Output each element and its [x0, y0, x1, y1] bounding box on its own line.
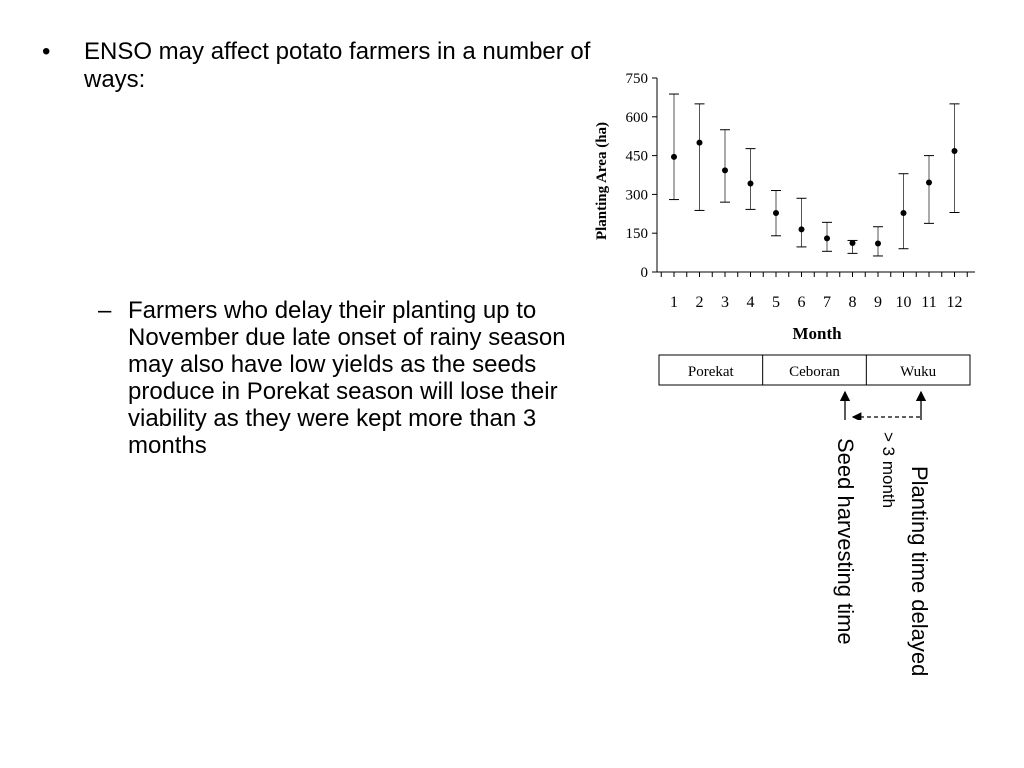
data-point	[824, 235, 830, 242]
x-tick-label: 10	[896, 294, 912, 311]
bullet-marker: •	[42, 38, 51, 65]
data-point	[900, 210, 907, 217]
x-tick-label: 9	[874, 294, 882, 311]
season-bar	[658, 354, 971, 386]
season-label: Porekat	[688, 364, 735, 380]
bullet-main-text: ENSO may affect potato farmers in a numb…	[84, 38, 591, 93]
data-point	[747, 180, 754, 187]
x-tick-label: 2	[696, 294, 704, 311]
bullet-sub-text: Farmers who delay their planting up to N…	[128, 297, 566, 459]
y-tick-label: 300	[626, 187, 649, 203]
x-tick-label: 5	[772, 294, 780, 311]
data-point	[798, 226, 805, 233]
x-tick-label: 8	[849, 294, 857, 311]
y-tick-label: 600	[626, 110, 649, 126]
x-tick-label: 3	[721, 294, 729, 311]
data-point	[926, 179, 932, 186]
x-tick-label: 1	[670, 294, 678, 311]
x-tick-label: 6	[798, 294, 806, 311]
data-point	[849, 240, 856, 247]
y-tick-label: 0	[641, 265, 649, 281]
season-label: Ceboran	[789, 364, 840, 380]
data-point	[875, 240, 881, 247]
y-tick-label: 150	[626, 226, 649, 242]
x-tick-label: 12	[947, 294, 963, 311]
y-tick-label: 450	[626, 149, 649, 165]
y-tick-label: 750	[626, 71, 649, 87]
y-axis-title: Planting Area (ha)	[594, 122, 610, 240]
x-tick-label: 4	[747, 294, 755, 311]
bullet-main: • ENSO may affect potato farmers in a num…	[42, 38, 604, 94]
data-point	[696, 139, 703, 146]
data-point	[951, 147, 958, 154]
annotation-planting-delayed: Planting time delayed	[907, 466, 932, 677]
data-point	[671, 153, 677, 160]
season-label: Wuku	[900, 364, 937, 380]
annotation-seed-harvesting: Seed harvesting time	[833, 438, 858, 645]
x-tick-label: 7	[823, 294, 831, 311]
data-point	[773, 210, 779, 217]
bullet-sub: – Farmers who delay their planting up to …	[98, 297, 588, 459]
x-tick-label: 11	[921, 294, 936, 311]
annotation-three-month: > 3 month	[879, 432, 898, 509]
x-axis-title: Month	[792, 324, 842, 343]
data-point	[722, 167, 728, 174]
sub-bullet-marker: –	[98, 297, 112, 324]
